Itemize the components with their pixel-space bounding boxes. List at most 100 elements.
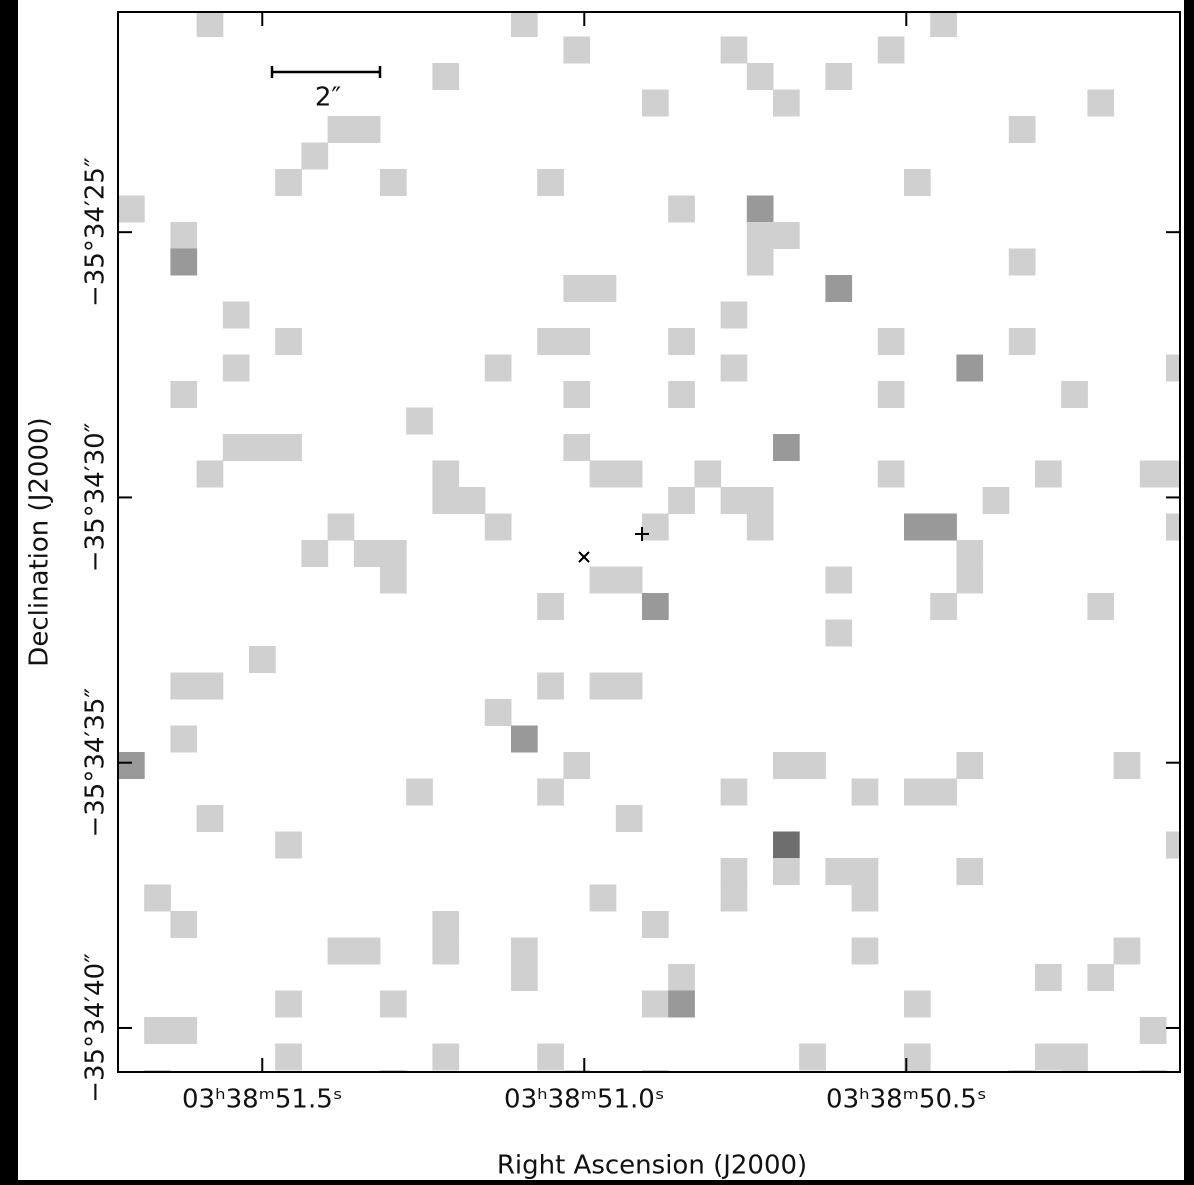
pixel	[773, 831, 800, 859]
pixel	[170, 1017, 198, 1044]
pixel	[720, 858, 748, 885]
y-tick-label: −35°34′25″	[81, 157, 111, 307]
pixel	[537, 672, 564, 700]
x-axis-label: Right Ascension (J2000)	[497, 1151, 807, 1181]
pixel	[432, 487, 460, 514]
pixel	[930, 778, 957, 806]
pixel	[1087, 89, 1115, 117]
pixel	[956, 566, 984, 594]
pixel	[825, 858, 853, 885]
pixel	[825, 275, 853, 302]
pixel	[1035, 460, 1062, 488]
pixel	[537, 778, 564, 806]
pixel	[746, 487, 774, 514]
pixel	[956, 540, 984, 567]
pixel	[1087, 964, 1115, 991]
pixel	[720, 301, 748, 329]
pixel	[118, 195, 145, 223]
pixel	[615, 460, 643, 488]
pixel	[170, 381, 198, 408]
pixel	[1166, 831, 1180, 859]
pixel	[904, 513, 931, 541]
pixel	[956, 752, 984, 779]
pixel	[668, 381, 695, 408]
pixel	[537, 1043, 564, 1071]
pixel	[851, 858, 879, 885]
pixel	[432, 937, 460, 965]
pixel	[301, 142, 329, 170]
pixel	[746, 63, 774, 90]
pixel	[589, 275, 617, 302]
pixel	[118, 752, 145, 779]
pixel	[1061, 381, 1088, 408]
pixel	[615, 672, 643, 700]
y-tick-label: −35°34′30″	[81, 422, 111, 572]
pixel	[1008, 328, 1036, 355]
pixel	[773, 89, 800, 117]
pixel	[353, 540, 381, 567]
pixel	[1139, 460, 1167, 488]
pixel	[432, 460, 460, 488]
plot-frame	[117, 11, 1181, 1073]
pixel	[877, 328, 905, 355]
pixel	[589, 460, 617, 488]
pixel	[825, 619, 853, 647]
y-axis-label: Declination (J2000)	[25, 417, 55, 666]
pixel	[275, 831, 302, 859]
x-tick-label: 03ʰ38ᵐ50.5ˢ	[826, 1085, 986, 1115]
pixel	[642, 89, 669, 117]
pixel	[1166, 513, 1180, 541]
pixel	[380, 990, 407, 1018]
pixel	[904, 169, 931, 196]
pixel	[511, 964, 538, 991]
pixel	[642, 513, 669, 541]
pixel	[380, 540, 407, 567]
pixel	[537, 328, 564, 355]
scale-bar	[270, 66, 382, 78]
source-markers	[578, 527, 649, 563]
image	[118, 12, 1180, 1072]
pixel	[668, 195, 695, 223]
pixel	[563, 434, 591, 461]
pixel	[589, 884, 617, 912]
pixel	[930, 12, 957, 37]
pixel	[877, 381, 905, 408]
pixel	[170, 911, 198, 938]
pixel	[275, 328, 302, 355]
pixel	[746, 222, 774, 249]
pixel	[615, 566, 643, 594]
pixel	[432, 1043, 460, 1071]
pixel	[615, 805, 643, 832]
y-tick-label: −35°34′40″	[81, 953, 111, 1103]
pixel	[720, 778, 748, 806]
pixel	[511, 937, 538, 965]
pixel	[275, 1043, 302, 1071]
pixel	[275, 434, 302, 461]
pixel	[720, 354, 748, 382]
pixel	[851, 937, 879, 965]
pixel	[563, 36, 591, 64]
pixel	[1166, 354, 1180, 382]
pixel	[484, 513, 512, 541]
pixel	[170, 725, 198, 753]
pixel	[380, 169, 407, 196]
pixel	[196, 460, 224, 488]
x-tick-label: 03ʰ38ᵐ51.0ˢ	[504, 1085, 664, 1115]
pixel	[642, 593, 669, 620]
pixel	[406, 778, 433, 806]
pixel	[537, 169, 564, 196]
scale-bar-label: 2″	[315, 83, 342, 113]
pixel	[196, 12, 224, 37]
pixel	[196, 672, 224, 700]
pixel	[720, 36, 748, 64]
pixel	[563, 328, 591, 355]
pixel	[930, 513, 957, 541]
pixel	[668, 964, 695, 991]
pixel	[799, 1043, 826, 1071]
pixel	[746, 195, 774, 223]
pixel	[484, 354, 512, 382]
pixel	[563, 752, 591, 779]
pixel	[668, 328, 695, 355]
